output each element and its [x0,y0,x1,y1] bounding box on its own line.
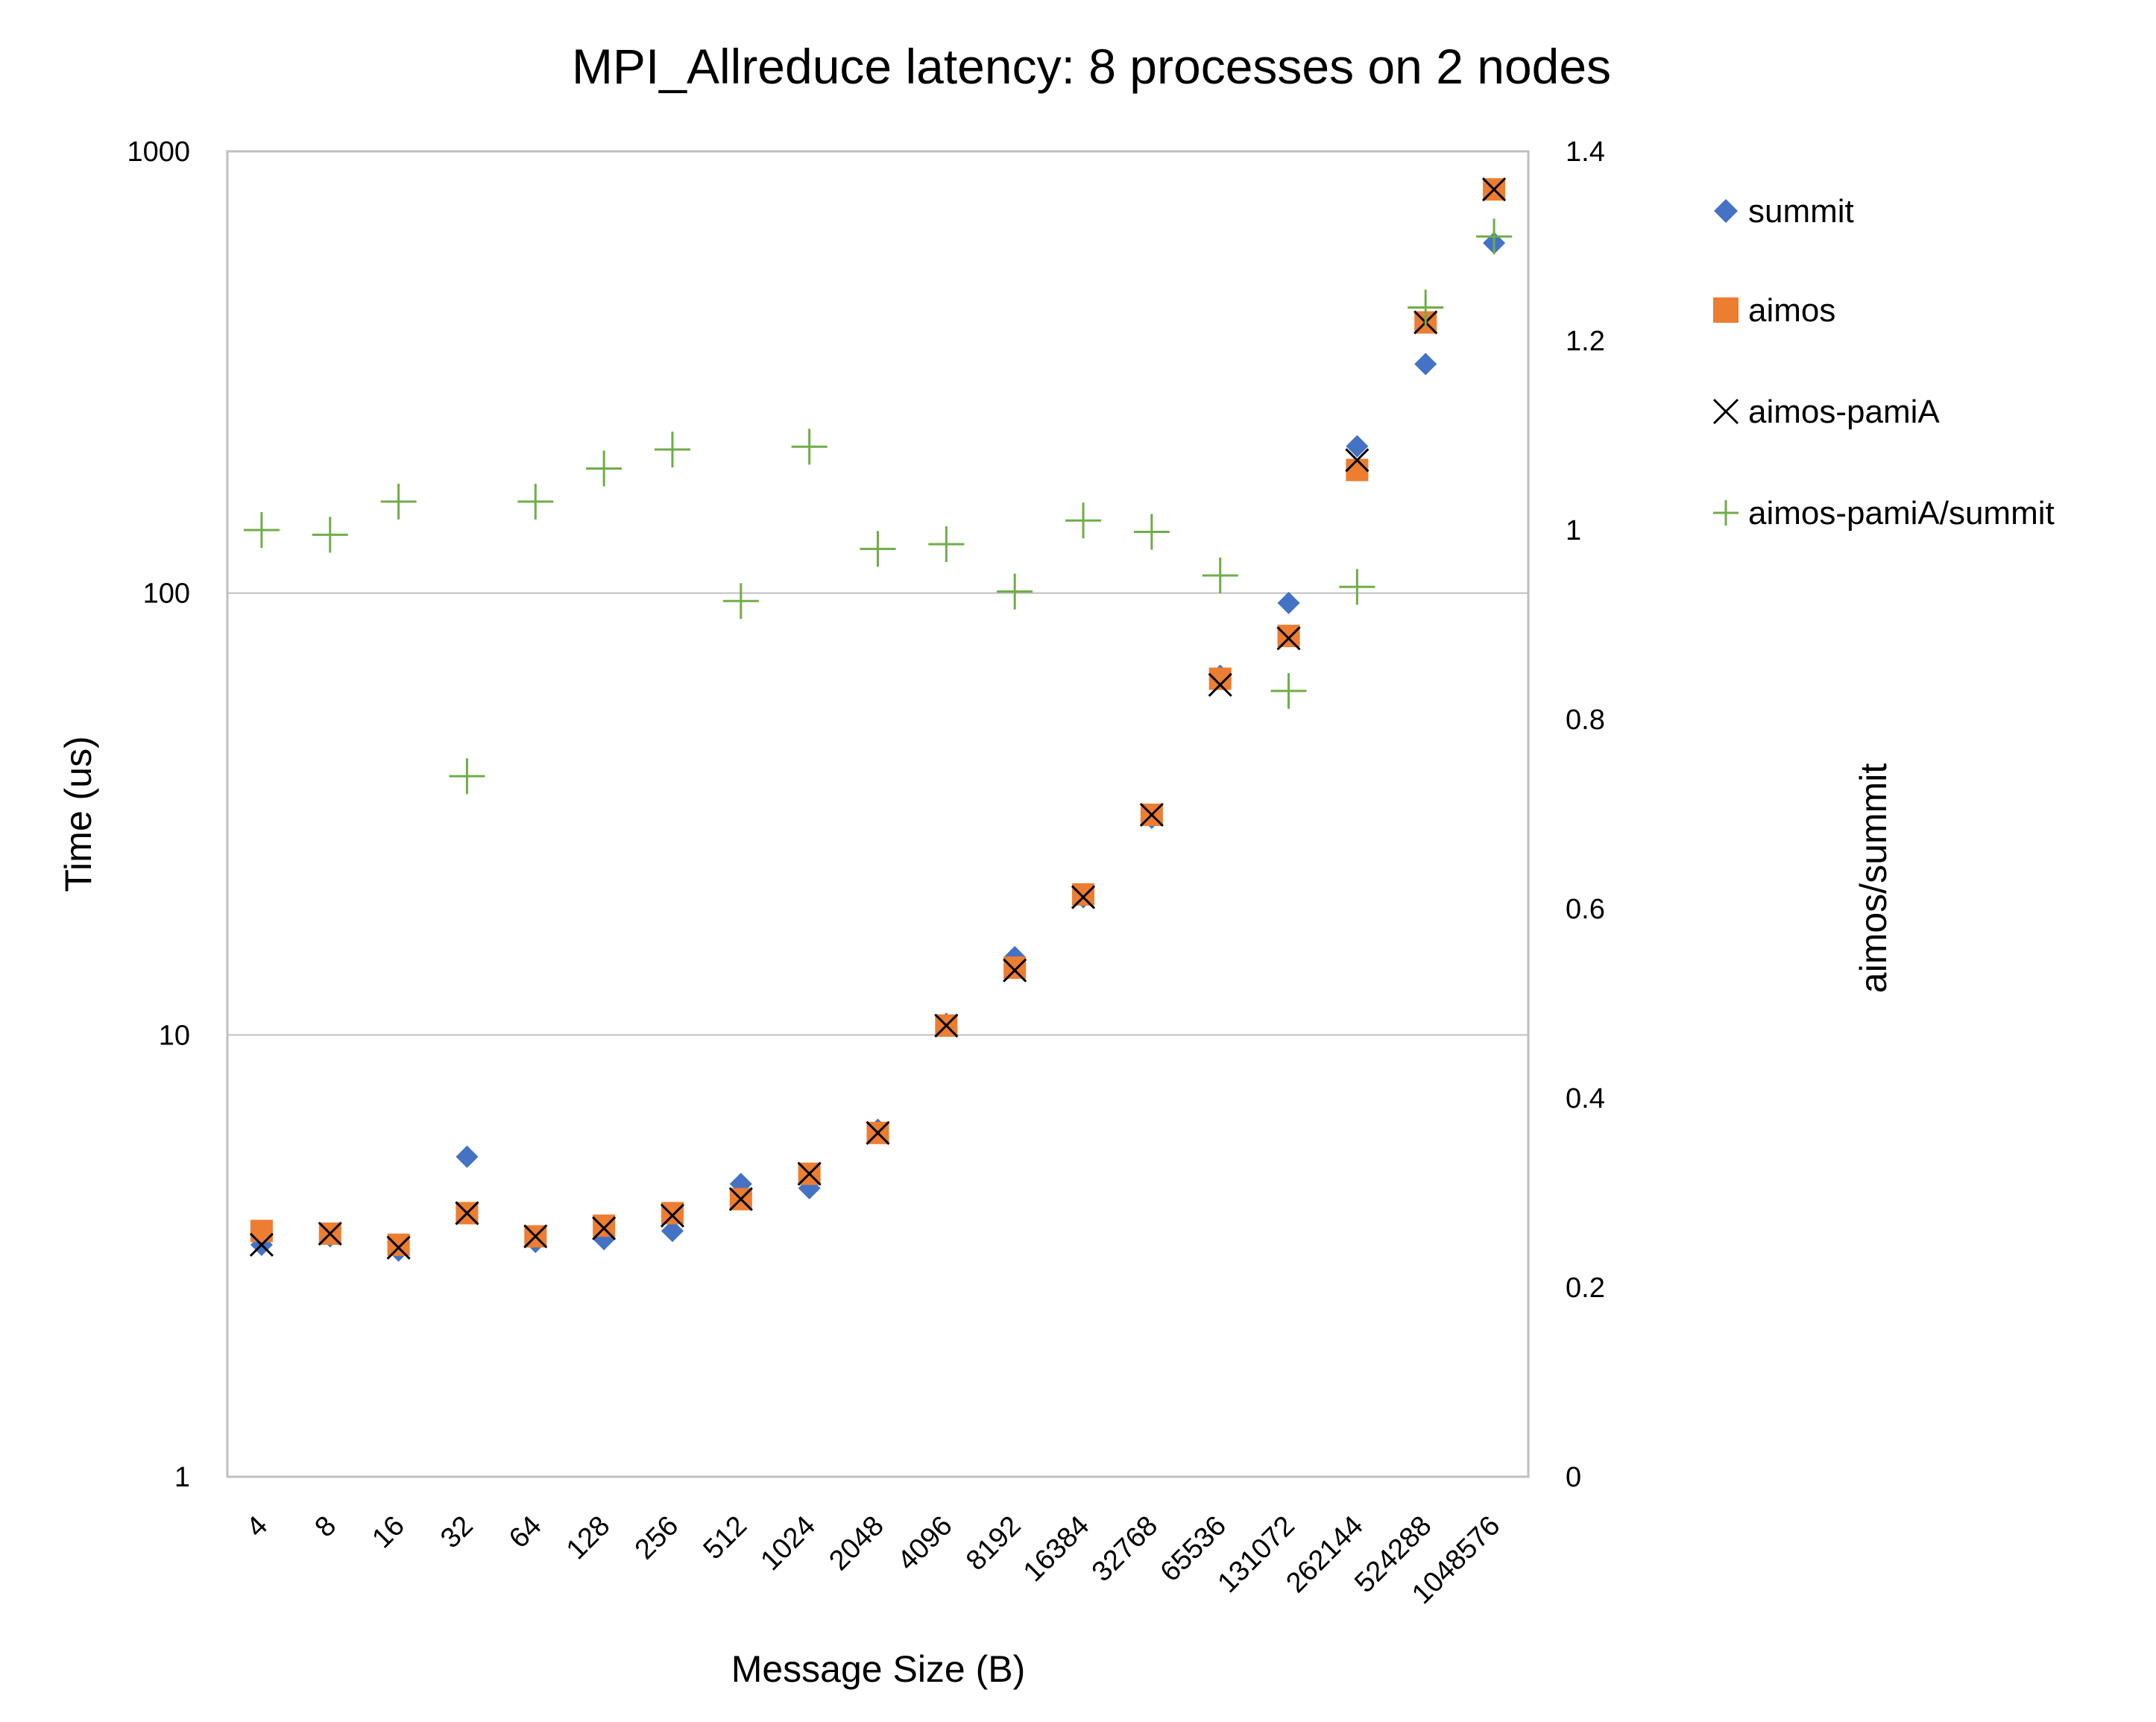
y2-axis-ticks: 0 0.2 0.4 0.6 0.8 1 1.2 1.4 [1566,136,1605,1493]
x-tick-label: 512 [698,1510,754,1566]
point-aimos [1277,625,1300,648]
x-tick-label: 16384 [1018,1510,1095,1588]
point-aimos-pamia [249,1232,274,1257]
gridlines [227,151,1528,1477]
point-aimos-pamia-summit [517,483,554,520]
point-aimos [387,1233,410,1256]
x-tick-label: 128 [561,1510,617,1566]
x-tick-label: 2048 [823,1510,889,1577]
legend-marker-aimos-pamia-summit [1713,500,1739,526]
point-aimos-pamia [455,1201,479,1226]
point-aimos-pamia [797,1161,822,1186]
x-tick-label: 4 [241,1510,274,1544]
point-aimos-pamia [318,1221,342,1246]
y2-tick-label: 0.4 [1566,1083,1605,1114]
point-aimos-pamia-summit [1339,569,1375,605]
x-tick-label: 8192 [960,1510,1027,1577]
point-aimos-pamia-summit [722,583,759,619]
y-tick-label: 100 [143,578,190,610]
y-axis-title: Time (us) [57,736,99,892]
point-aimos-pamia [386,1235,411,1260]
y-tick-label: 1000 [127,136,190,168]
point-aimos-pamia-summit [1408,289,1444,326]
y2-tick-label: 1 [1566,515,1581,546]
point-summit [661,1220,684,1243]
y2-tick-label: 0.8 [1566,704,1605,736]
point-aimos [661,1202,684,1225]
x-tick-label: 64 [503,1510,548,1555]
legend-marker-aimos-pamia [1712,398,1739,425]
point-aimos-pamia [592,1216,617,1240]
legend-label-aimos-pamia-summit: aimos-pamiA/summit [1748,495,2055,532]
legend-marker-summit [1714,199,1738,223]
x-tick-label: 4096 [892,1510,958,1577]
point-aimos-pamia [1139,802,1164,827]
point-aimos [1208,667,1232,690]
point-aimos-pamia [934,1013,959,1038]
y-axis-ticks: 1 10 100 1000 [127,136,190,1493]
y2-axis-title: aimos/summit [1853,763,1894,993]
x-tick-label: 16 [366,1510,411,1555]
legend: summit aimos aimos-pamiA aimos-pamiA/summit [1712,193,2055,532]
data-markers [243,177,1513,1262]
point-aimos-pamia-summit [1270,672,1307,709]
point-summit [1414,353,1437,376]
point-aimos-pamia [1003,958,1027,983]
y2-tick-label: 1.4 [1566,136,1605,168]
point-aimos [593,1214,616,1237]
y-tick-label: 10 [159,1020,190,1051]
point-aimos-pamia [1208,672,1232,697]
legend-label-aimos: aimos [1748,292,1835,329]
point-aimos-pamia [866,1120,890,1145]
x-axis-title: Message Size (B) [731,1648,1026,1690]
y2-tick-label: 0 [1566,1462,1581,1493]
y2-tick-label: 0.6 [1566,894,1605,925]
point-aimos-pamia [1071,885,1096,909]
x-tick-label: 1024 [755,1510,822,1577]
point-aimos [1003,956,1027,980]
point-aimos-pamia-summit [1065,502,1102,539]
point-aimos-pamia-summit [1202,557,1238,593]
point-aimos-pamia-summit [928,526,965,563]
point-summit [456,1145,479,1168]
point-aimos-pamia-summit [654,432,690,468]
point-aimos-pamia-summit [860,531,896,567]
x-tick-label: 256 [629,1510,685,1566]
legend-marker-aimos [1713,297,1739,323]
point-aimos-pamia [1482,177,1507,202]
point-aimos-pamia-summit [380,483,417,520]
point-aimos [250,1220,273,1243]
point-aimos-pamia-summit [312,517,348,553]
point-aimos-pamia [728,1187,753,1211]
point-aimos-pamia-summit [449,758,485,795]
y-tick-label: 1 [174,1462,190,1493]
point-summit [1277,591,1300,614]
point-aimos-pamia-summit [243,512,280,548]
point-aimos [1072,883,1095,906]
point-aimos-pamia-summit [586,450,622,487]
point-aimos-pamia [1276,626,1301,651]
plot-area [226,150,1530,1478]
x-tick-label: 8 [309,1510,342,1544]
point-aimos-pamia [660,1203,685,1228]
point-aimos-pamia [1345,448,1369,473]
point-aimos-pamia-summit [1476,218,1513,255]
point-aimos-pamia-summit [791,429,828,465]
x-tick-label: 32 [435,1510,479,1555]
y2-tick-label: 0.2 [1566,1272,1605,1304]
legend-label-summit: summit [1748,193,1854,230]
chart-title: MPI_Allreduce latency: 8 processes on 2 … [572,39,1611,94]
x-tick-label: 131072 [1212,1510,1301,1599]
point-aimos [1346,458,1369,482]
y2-tick-label: 1.2 [1566,326,1605,357]
point-aimos-pamia-summit [1133,514,1170,550]
x-tick-label: 262144 [1280,1510,1369,1599]
point-summit [1346,435,1369,458]
x-tick-label: 32768 [1086,1510,1164,1588]
x-axis-ticks: 4 8 16 32 64 128 256 512 1024 2048 4096 81921638432… [241,1510,1507,1610]
point-aimos-pamia [523,1224,548,1249]
point-aimos-pamia-summit [997,573,1033,610]
legend-label-aimos-pamia: aimos-pamiA [1748,394,1940,430]
